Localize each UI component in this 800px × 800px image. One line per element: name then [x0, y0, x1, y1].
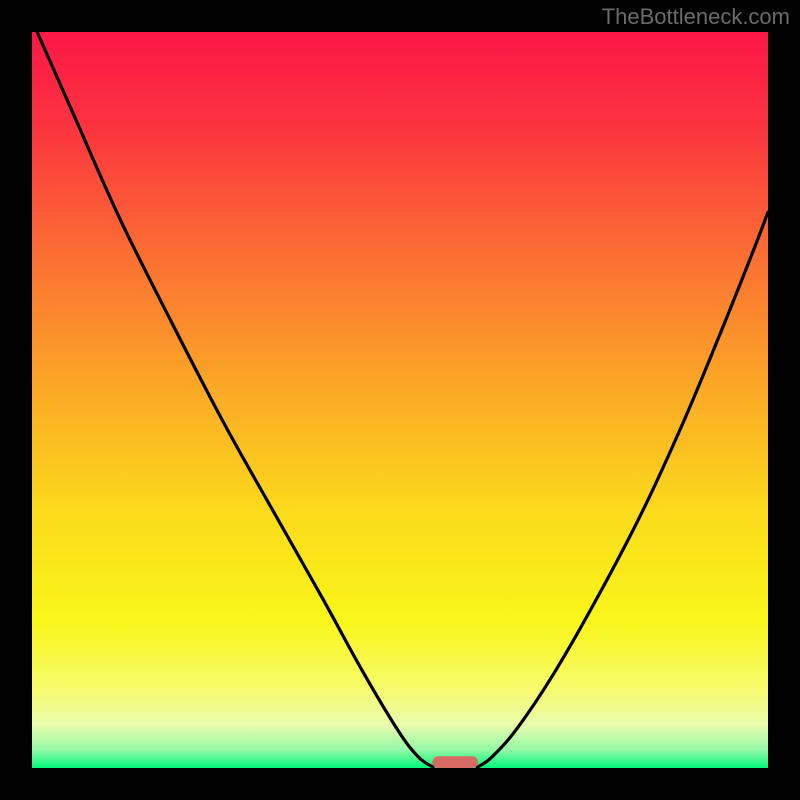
plot-background	[32, 32, 768, 768]
watermark-text: TheBottleneck.com	[602, 4, 790, 30]
bottleneck-curve-chart	[0, 0, 800, 800]
minimum-marker	[432, 756, 478, 768]
chart-container: TheBottleneck.com	[0, 0, 800, 800]
